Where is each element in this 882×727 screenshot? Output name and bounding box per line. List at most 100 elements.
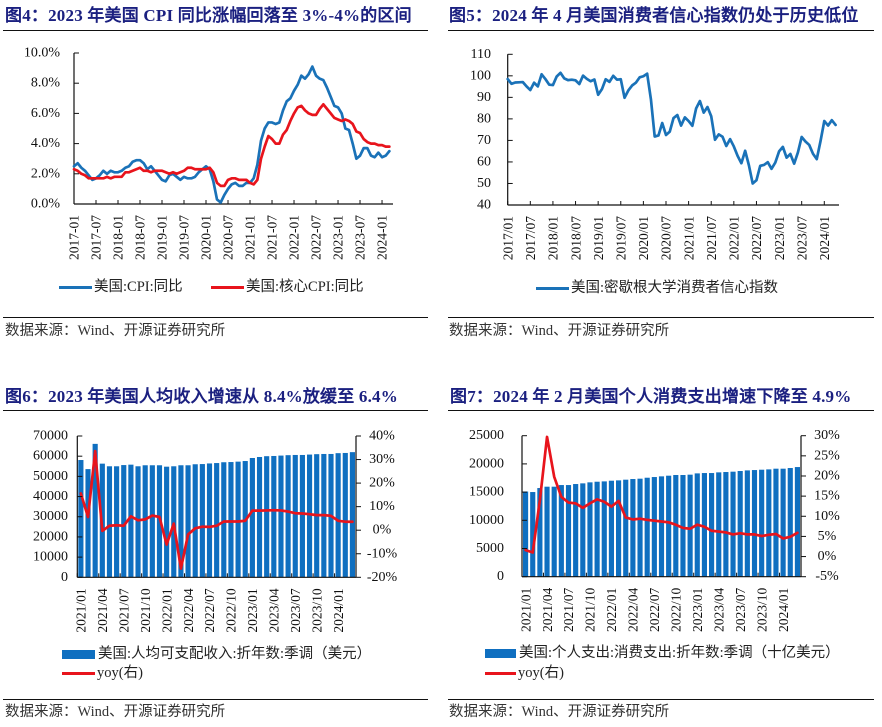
income-yoy-line (79, 449, 354, 570)
source-divider (448, 699, 874, 700)
figure-title: 图4：2023 年美国 CPI 同比涨幅回落至 3%-4%的区间 (5, 6, 412, 25)
disposable-income-bar (114, 466, 120, 578)
x-tick-label: 2023/10 (754, 587, 769, 632)
legend-item-income: 美国:人均可支配收入:折年数:季调（美元） (62, 646, 371, 662)
disposable-income-bar (256, 456, 263, 578)
x-tick-label: 2021/10 (138, 588, 153, 633)
disposable-income-bar (135, 466, 141, 578)
y2-tick-label: 5% (818, 529, 837, 544)
consumer-spending-bar (687, 474, 693, 577)
y2-tick-label: 10% (814, 509, 840, 524)
x-tick-label: 2021/01 (74, 588, 89, 632)
disposable-income-bar (306, 454, 313, 578)
disposable-income-bar (121, 465, 127, 578)
x-tick-label: 2022/04 (181, 588, 196, 633)
figure-6-panel: 图6：2023 年美国人均收入增速从 8.4%放缓至 6.4% 0 10000 20… (0, 380, 441, 727)
legend-swatch-line (211, 285, 244, 289)
y-tick-label: 10000 (33, 550, 68, 565)
consumer-spending-bar (701, 473, 707, 577)
y-tick-label: 8.0% (31, 76, 61, 91)
x-tick-label: 2020/01 (636, 216, 651, 260)
figure-title: 图5：2024 年 4 月美国消费者信心指数仍处于历史低位 (449, 6, 859, 25)
consumer-spending-bar (737, 471, 743, 577)
x-tick-label: 2023/01 (245, 588, 260, 632)
disposable-income-bar (349, 452, 355, 578)
disposable-income-bar (278, 455, 284, 578)
disposable-income-bar (128, 464, 134, 578)
consumer-spending-bar (623, 479, 629, 577)
title-divider (448, 410, 874, 411)
x-tick-label: 2020-01 (199, 215, 214, 260)
x-tick-label: 2019-07 (177, 215, 192, 260)
disposable-income-bar (206, 463, 213, 578)
legend-swatch-line (59, 285, 92, 289)
disposable-income-bar (249, 458, 255, 578)
consumer-spending-bar (594, 481, 600, 577)
y2-tick-label: 30% (814, 428, 840, 443)
legend-item-pce: 美国:个人支出:消费支出:折年数:季调（十亿美元） (485, 645, 840, 661)
consumer-spending-bar-group (523, 467, 800, 577)
disposable-income-bar (285, 455, 291, 578)
consumer-spending-bar (558, 485, 564, 577)
source-note: 数据来源：Wind、开源证券研究所 (449, 704, 670, 720)
x-tick-label: 2021/10 (583, 587, 598, 632)
consumer-spending-bar (637, 478, 643, 577)
consumer-spending-bar (565, 485, 572, 577)
y-tick-label: 20000 (33, 529, 68, 544)
x-tick-label: 2019-01 (155, 215, 170, 260)
y-tick-label: 110 (471, 47, 491, 62)
y2-tick-label: 25% (814, 448, 840, 463)
title-divider (448, 30, 874, 31)
figure-7-panel: 图7：2024 年 2 月美国个人消费支出增速下降至 4.9% 0 5000 100… (441, 380, 882, 727)
consumer-spending-bar (616, 480, 622, 577)
consumer-sentiment-line-chart: 40 50 60 70 80 90 100 110 2017/01 2017/07 2018/01 2… (470, 47, 839, 261)
legend-swatch-line (485, 671, 516, 675)
y-tick-label: 0 (497, 569, 504, 584)
legend-item-core-cpi: 美国:核心CPI:同比 (211, 279, 364, 295)
x-tick-label: 2024/01 (817, 216, 832, 260)
consumer-spending-bar (680, 475, 686, 577)
y-tick-label: 30000 (33, 509, 68, 524)
x-tick-label: 2023/10 (309, 588, 324, 633)
y-tick-label: 5000 (476, 541, 504, 556)
y-tick-label: 70 (477, 133, 491, 148)
x-tick-label: 2023/07 (794, 216, 809, 261)
x-tick-label: 2021/07 (704, 216, 719, 261)
figure-title: 图7：2024 年 2 月美国个人消费支出增速下降至 4.9% (450, 387, 852, 406)
y-tick-label: 70000 (33, 429, 68, 444)
x-tick-label: 2017/07 (523, 216, 538, 261)
legend-label: 美国:人均可支配收入:折年数:季调（美元） (98, 646, 372, 662)
y-tick-label: 10000 (469, 513, 504, 528)
x-tick-label: 2021/04 (95, 588, 110, 633)
x-tick-label: 2018/01 (546, 216, 561, 260)
legend-item-yoy: yoy(右) (62, 665, 143, 681)
pce-bar-line-chart: 0 5000 10000 15000 20000 25000 -5% 0% 5% 10% 15% 20… (469, 428, 840, 632)
y-tick-label: 60 (477, 154, 491, 169)
x-tick-label: 2018-07 (133, 215, 148, 260)
consumer-spending-bar (530, 492, 536, 577)
consumer-spending-bar (780, 468, 786, 577)
consumer-spending-bar (751, 470, 758, 577)
consumer-spending-bar (537, 488, 543, 577)
legend-swatch-bar (485, 648, 516, 658)
y-tick-label: 4.0% (31, 136, 61, 151)
consumer-spending-bar (630, 479, 636, 577)
x-tick-label: 2024/01 (776, 588, 791, 632)
x-tick-label: 2024/01 (331, 588, 346, 632)
consumer-spending-bar (573, 484, 579, 577)
disposable-income-bar (78, 460, 84, 578)
y-tick-label: 40000 (33, 489, 68, 504)
y2-tick-label: -20% (367, 570, 398, 585)
y-tick-label: 10.0% (24, 46, 61, 61)
consumer-spending-bar (551, 486, 557, 577)
source-note: 数据来源：Wind、开源证券研究所 (5, 704, 226, 720)
disposable-income-bar (192, 464, 198, 578)
x-tick-label: 2021/04 (540, 587, 555, 632)
consumer-spending-bar (730, 471, 736, 577)
y2-tick-label: 40% (369, 429, 395, 444)
y2-tick-label: 10% (369, 499, 395, 514)
figure-title: 图6：2023 年美国人均收入增速从 8.4%放缓至 6.4% (5, 387, 398, 406)
x-tick-label: 2017-01 (67, 215, 82, 260)
x-tick-label: 2023/01 (772, 216, 787, 260)
y2-tick-label: 15% (814, 489, 840, 504)
